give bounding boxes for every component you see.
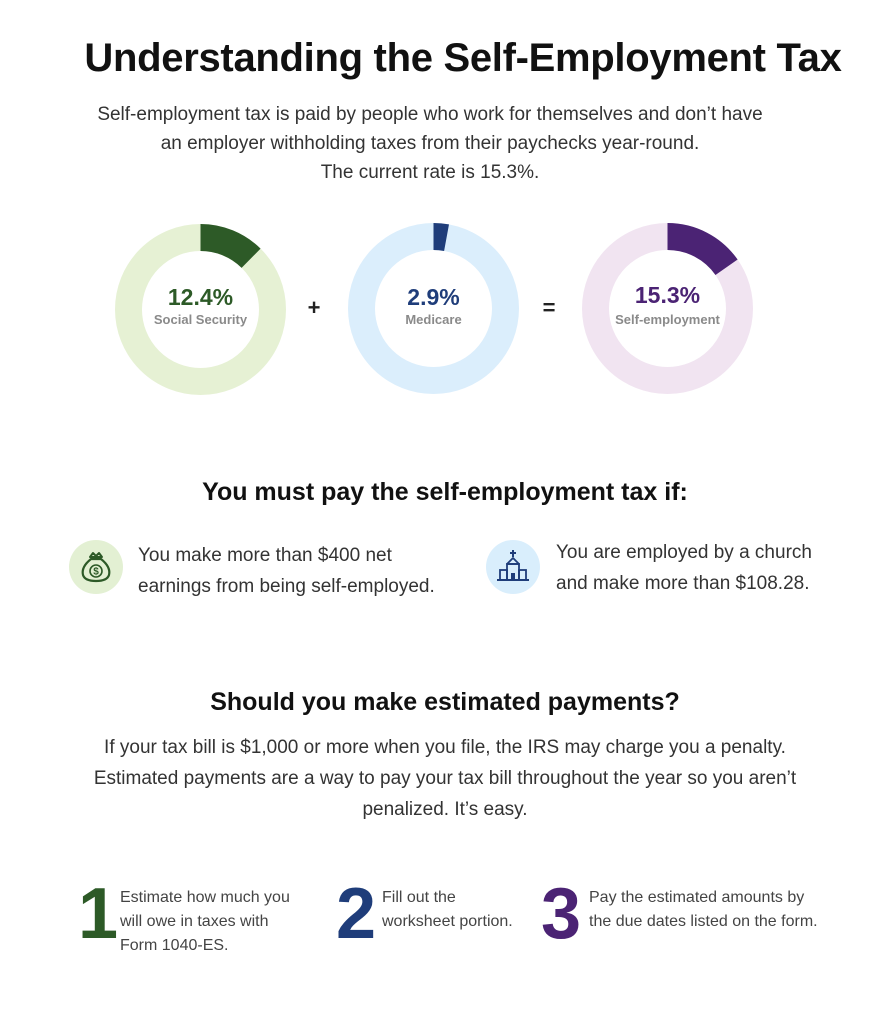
plus-operator: + xyxy=(307,295,321,320)
condition-line: You are employed by a church xyxy=(556,542,812,563)
estimated-heading: Should you make estimated payments? xyxy=(210,688,680,716)
medicare-ring xyxy=(348,223,519,394)
condition-line: earnings from being self-employed. xyxy=(138,576,435,597)
social-security-label: Social Security xyxy=(153,312,248,327)
medicare-percent: 2.9% xyxy=(407,284,460,310)
step-line: the due dates listed on the form. xyxy=(589,913,818,930)
page-title: Understanding the Self-Employment Tax xyxy=(84,36,842,80)
step-line: Estimate how much you xyxy=(120,889,290,906)
step-1-number: 1 xyxy=(78,874,119,954)
step-line: worksheet portion. xyxy=(382,913,513,930)
condition-self-employed: You make more than $400 net earnings fro… xyxy=(138,540,435,602)
self-employment-label: Self-employment xyxy=(615,312,720,327)
conditions-heading: You must pay the self-employment tax if: xyxy=(202,478,688,506)
condition-line: and make more than $108.28. xyxy=(556,573,810,594)
ring-value-arc xyxy=(199,224,261,269)
medicare-label: Medicare xyxy=(405,312,462,327)
step-line: Form 1040-ES. xyxy=(120,937,229,954)
step-3-number: 3 xyxy=(541,874,582,954)
intro-line: The current rate is 15.3%. xyxy=(320,162,540,183)
step-1-text: Estimate how much you will owe in taxes … xyxy=(120,886,290,958)
intro-line: an employer withholding taxes from their… xyxy=(160,133,700,154)
description-line: penalized. It’s easy. xyxy=(362,799,528,820)
condition-line: You make more than $400 net xyxy=(138,545,392,566)
church-icon xyxy=(486,540,540,594)
self-employment-ring xyxy=(582,223,753,394)
description-line: Estimated payments are a way to pay your… xyxy=(93,768,797,789)
step-line: will owe in taxes with xyxy=(120,913,269,930)
equals-operator: = xyxy=(542,295,556,320)
step-2-text: Fill out the worksheet portion. xyxy=(382,886,513,934)
social-security-percent: 12.4% xyxy=(167,284,234,310)
ring-value-arc xyxy=(433,223,449,252)
estimated-description: If your tax bill is $1,000 or more when … xyxy=(40,732,850,825)
step-line: Fill out the xyxy=(382,889,456,906)
step-3-text: Pay the estimated amounts by the due dat… xyxy=(589,886,818,934)
step-2-number: 2 xyxy=(336,874,377,954)
ring-value-arc xyxy=(666,223,738,276)
self-employment-percent: 15.3% xyxy=(634,282,701,308)
description-line: If your tax bill is $1,000 or more when … xyxy=(104,737,786,758)
money-bag-icon: $ xyxy=(69,540,123,594)
intro-text: Self-employment tax is paid by people wh… xyxy=(60,100,800,187)
step-line: Pay the estimated amounts by xyxy=(589,889,805,906)
social-security-ring xyxy=(115,224,286,395)
intro-line: Self-employment tax is paid by people wh… xyxy=(97,104,763,125)
svg-text:$: $ xyxy=(93,567,99,578)
condition-church: You are employed by a church and make mo… xyxy=(556,537,812,599)
